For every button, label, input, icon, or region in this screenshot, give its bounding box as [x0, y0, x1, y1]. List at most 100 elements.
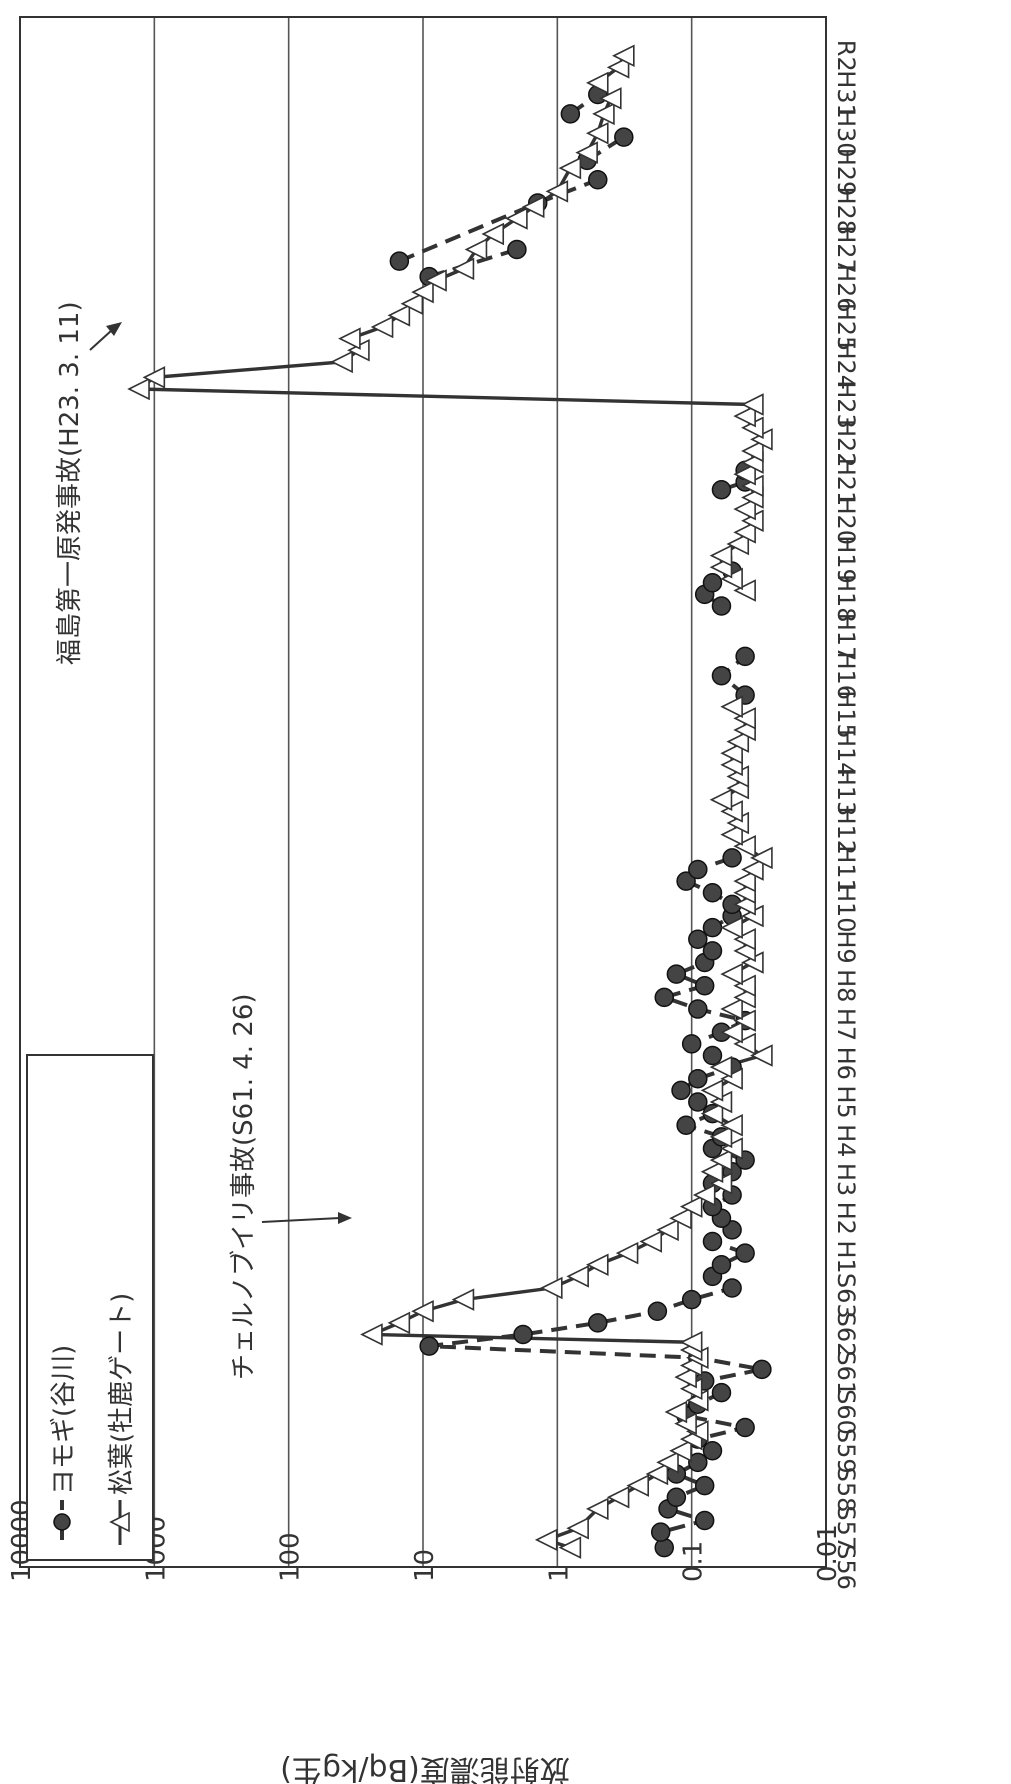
- x-tick-label: H21: [832, 458, 860, 507]
- data-point-yomogi: [671, 1080, 691, 1101]
- x-tick-label: S60: [832, 1389, 860, 1435]
- data-point-matsuba: [733, 1009, 756, 1032]
- data-point-matsuba: [733, 497, 756, 521]
- x-tick-label: H14: [832, 729, 860, 778]
- data-point-yomogi: [702, 1441, 723, 1461]
- data-point-matsuba: [720, 695, 743, 719]
- data-point-matsuba: [686, 1420, 709, 1443]
- y-tick-label: 10: [410, 1549, 440, 1582]
- data-point-matsuba: [360, 1323, 383, 1346]
- annotation-fukushima: 福島第一原発事故(H23. 3. 11): [55, 301, 122, 665]
- data-point-matsuba: [451, 1288, 475, 1311]
- data-point-matsuba: [700, 1102, 724, 1125]
- data-point-yomogi: [654, 987, 674, 1008]
- data-point-matsuba: [733, 869, 756, 893]
- y-tick-label: 1: [544, 1565, 574, 1582]
- data-point-matsuba: [669, 1206, 692, 1230]
- data-point-yomogi: [694, 976, 715, 996]
- data-point-yomogi: [694, 1475, 715, 1496]
- data-point-yomogi: [419, 1336, 439, 1356]
- data-point-yomogi: [735, 646, 755, 667]
- annotation-chernobyl: チェルノブイリ事故(S61. 4. 26): [229, 993, 352, 1380]
- y-tick-label: 0.1: [679, 1541, 709, 1582]
- data-point-matsuba: [545, 180, 569, 203]
- x-tick-label: H31: [832, 70, 860, 119]
- data-point-matsuba: [741, 858, 764, 881]
- data-point-matsuba: [733, 404, 756, 428]
- data-point-matsuba: [387, 304, 411, 327]
- x-tick-label: S61: [832, 1350, 860, 1396]
- x-tick-label: H10: [832, 884, 860, 933]
- data-point-matsuba: [481, 222, 505, 246]
- data-point-yomogi: [711, 666, 732, 686]
- data-point-yomogi: [676, 1115, 696, 1135]
- data-point-yomogi: [702, 573, 723, 593]
- data-point-matsuba: [370, 315, 394, 339]
- data-point-yomogi: [694, 1510, 715, 1531]
- data-point-matsuba: [615, 1241, 639, 1265]
- x-tick-label: S63: [832, 1273, 860, 1319]
- data-point-matsuba: [585, 121, 609, 145]
- x-tick-label: H6: [832, 1047, 860, 1080]
- series-layer: [127, 44, 773, 1559]
- legend: ヨモギ(谷川) 松葉(牡鹿ゲート): [26, 1054, 154, 1561]
- data-point-yomogi: [676, 871, 696, 891]
- data-point-matsuba: [692, 1183, 716, 1207]
- data-point-matsuba: [720, 997, 743, 1021]
- data-point-yomogi: [702, 941, 723, 961]
- data-point-matsuba: [558, 156, 582, 180]
- data-point-matsuba: [733, 579, 756, 602]
- legend-triangle-marker: [109, 1511, 130, 1533]
- data-point-yomogi: [688, 999, 708, 1019]
- data-point-matsuba: [656, 1451, 679, 1474]
- data-point-matsuba: [566, 1265, 589, 1288]
- data-point-yomogi: [647, 1301, 668, 1321]
- data-point-matsuba: [709, 788, 733, 812]
- data-point-yomogi: [722, 1278, 742, 1298]
- data-point-matsuba: [726, 532, 750, 556]
- data-point-matsuba: [656, 1218, 679, 1242]
- annotation-fukushima-text: 福島第一原発事故(H23. 3. 11): [55, 301, 85, 665]
- data-point-matsuba: [612, 44, 635, 68]
- x-tick-label: S58: [832, 1467, 860, 1513]
- x-tick-label: H18: [832, 574, 860, 623]
- x-tick-label: H26: [832, 264, 860, 313]
- data-point-matsuba: [400, 292, 424, 316]
- data-point-yomogi: [650, 1522, 671, 1542]
- x-tick-label: H20: [832, 496, 860, 545]
- data-point-matsuba: [599, 87, 622, 110]
- data-point-matsuba: [539, 1276, 563, 1300]
- data-point-matsuba: [733, 462, 756, 486]
- data-point-yomogi: [711, 480, 732, 500]
- data-point-matsuba: [566, 1516, 589, 1540]
- data-point-matsuba: [464, 238, 488, 261]
- x-tick-label: H5: [832, 1085, 860, 1118]
- data-point-yomogi: [688, 1092, 708, 1112]
- data-point-yomogi: [711, 1382, 732, 1403]
- data-point-yomogi: [702, 917, 723, 938]
- x-tick-label: H13: [832, 768, 860, 817]
- x-tick-label: H12: [832, 806, 860, 855]
- x-tick-label: H27: [832, 225, 860, 274]
- data-point-matsuba: [424, 269, 447, 292]
- data-point-matsuba: [387, 1311, 411, 1335]
- data-point-matsuba: [720, 916, 743, 939]
- data-point-yomogi: [711, 1255, 732, 1275]
- data-point-matsuba: [709, 1055, 733, 1079]
- data-point-matsuba: [700, 1160, 724, 1184]
- data-point-matsuba: [411, 280, 434, 304]
- data-point-matsuba: [709, 1125, 733, 1149]
- x-tick-label: H15: [832, 690, 860, 739]
- data-point-matsuba: [585, 71, 609, 95]
- x-tick-label: H2: [832, 1202, 860, 1235]
- legend-box: [26, 1054, 154, 1561]
- data-point-matsuba: [451, 257, 475, 281]
- data-point-yomogi: [588, 170, 608, 190]
- data-point-yomogi: [681, 1034, 702, 1054]
- data-point-matsuba: [338, 327, 361, 350]
- data-point-matsuba: [750, 1044, 773, 1067]
- series-matsuba-line: [370, 705, 764, 1550]
- x-tick-label: S57: [832, 1505, 860, 1551]
- data-point-matsuba: [645, 1462, 669, 1486]
- data-point-matsuba: [639, 1230, 663, 1253]
